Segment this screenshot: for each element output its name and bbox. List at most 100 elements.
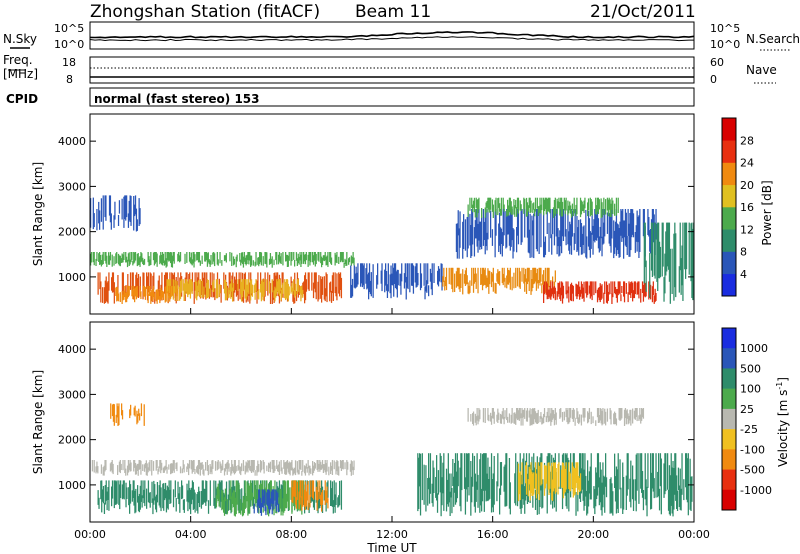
heatmap-cell: [632, 479, 635, 511]
heatmap-cell: [97, 272, 99, 295]
heatmap-cell: [350, 265, 352, 298]
heatmap-cell: [236, 480, 238, 505]
colorbar-swatch: [722, 140, 736, 163]
heatmap-cell: [129, 480, 131, 514]
heatmap-cell: [351, 284, 353, 298]
heatmap-cell: [156, 253, 158, 267]
heatmap-cell: [204, 272, 206, 295]
heatmap-cell: [589, 197, 591, 217]
heatmap-cell: [655, 293, 657, 301]
heatmap-cell: [534, 197, 537, 212]
heatmap-cell: [523, 453, 525, 505]
heatmap-cell: [664, 253, 666, 294]
heatmap-cell: [268, 281, 271, 294]
heatmap-cell: [159, 480, 161, 508]
heatmap-cell: [377, 263, 379, 285]
heatmap-cell: [618, 228, 620, 258]
heatmap-cell: [342, 252, 344, 263]
heatmap-cell: [639, 209, 641, 252]
heatmap-cell: [613, 413, 615, 425]
heatmap-cell: [102, 486, 105, 504]
heatmap-cell: [458, 267, 460, 290]
heatmap-cell: [558, 283, 560, 295]
heatmap-cell: [152, 461, 155, 471]
heatmap-cell: [294, 290, 296, 298]
heatmap-cell: [654, 288, 656, 303]
colorbar-swatch: [722, 408, 736, 430]
heatmap-cell: [482, 209, 485, 246]
heatmap-cell: [290, 461, 292, 471]
y-tick-label: 1000: [58, 479, 86, 492]
heatmap-cell: [112, 463, 114, 475]
heatmap-cell: [597, 453, 600, 488]
heatmap-cell: [270, 491, 272, 504]
heatmap-cell: [484, 453, 486, 491]
heatmap-cell: [187, 463, 189, 470]
heatmap-cell: [325, 272, 327, 297]
heatmap-cell: [262, 489, 264, 501]
heatmap-cell: [425, 263, 427, 292]
heatmap-cell: [548, 222, 550, 252]
heatmap-cell: [354, 273, 356, 289]
heatmap-cell: [102, 287, 104, 303]
heatmap-cell: [399, 273, 401, 286]
heatmap-cell: [676, 490, 679, 511]
heatmap-cell: [367, 274, 369, 289]
heatmap-cell: [557, 201, 559, 209]
heatmap-cell: [563, 197, 565, 211]
heatmap-cell: [601, 482, 603, 516]
heatmap-cell: [508, 215, 511, 246]
heatmap-cell: [667, 222, 669, 267]
heatmap-cell: [241, 502, 244, 517]
heatmap-cell: [500, 197, 503, 216]
heatmap-cell: [188, 464, 190, 476]
heatmap-cell: [566, 410, 568, 423]
heatmap-cell: [162, 483, 164, 509]
heatmap-cell: [123, 480, 125, 500]
heatmap-cell: [194, 272, 196, 291]
heatmap-cell: [259, 283, 262, 293]
heatmap-cell: [600, 209, 602, 239]
heatmap-cell: [118, 200, 121, 214]
heatmap-cell: [323, 276, 325, 300]
heatmap-cell: [320, 494, 322, 505]
heatmap-cell: [125, 293, 127, 303]
heatmap-cell: [251, 284, 254, 297]
heatmap-cell: [479, 409, 481, 420]
heatmap-cell: [314, 252, 316, 267]
heatmap-cell: [481, 217, 483, 250]
heatmap-cell: [126, 285, 129, 299]
heatmap-cell: [411, 263, 414, 286]
heatmap-cell: [211, 272, 213, 290]
heatmap-cell: [554, 462, 556, 494]
heatmap-cell: [135, 286, 138, 300]
heatmap-cell: [614, 413, 617, 424]
heatmap-cell: [553, 414, 556, 426]
heatmap-cell: [184, 282, 186, 295]
heatmap-cell: [165, 490, 168, 513]
heatmap-cell: [239, 279, 241, 300]
heatmap-cell: [205, 282, 208, 299]
heatmap-cell: [487, 209, 489, 240]
heatmap-cell: [587, 202, 589, 217]
heatmap-cell: [607, 291, 609, 301]
heatmap-cell: [460, 273, 462, 288]
heatmap-cell: [647, 209, 649, 235]
heatmap-cell: [415, 263, 417, 288]
heatmap-cell: [183, 464, 185, 473]
heatmap-cell: [215, 495, 218, 508]
heatmap-cell: [93, 252, 95, 266]
heatmap-cell: [191, 480, 194, 500]
heatmap-cell: [499, 203, 501, 212]
heatmap-cell: [130, 462, 132, 472]
heatmap-cell: [550, 209, 552, 239]
nsearch-label: N.Search: [746, 32, 800, 46]
heatmap-cell: [143, 260, 145, 266]
heatmap-cell: [474, 209, 476, 218]
heatmap-cell: [285, 281, 287, 301]
heatmap-cell: [168, 252, 170, 262]
heatmap-cell: [561, 209, 564, 237]
heatmap-cell: [541, 416, 543, 425]
heatmap-cell: [227, 460, 229, 469]
heatmap-cell: [155, 289, 157, 302]
